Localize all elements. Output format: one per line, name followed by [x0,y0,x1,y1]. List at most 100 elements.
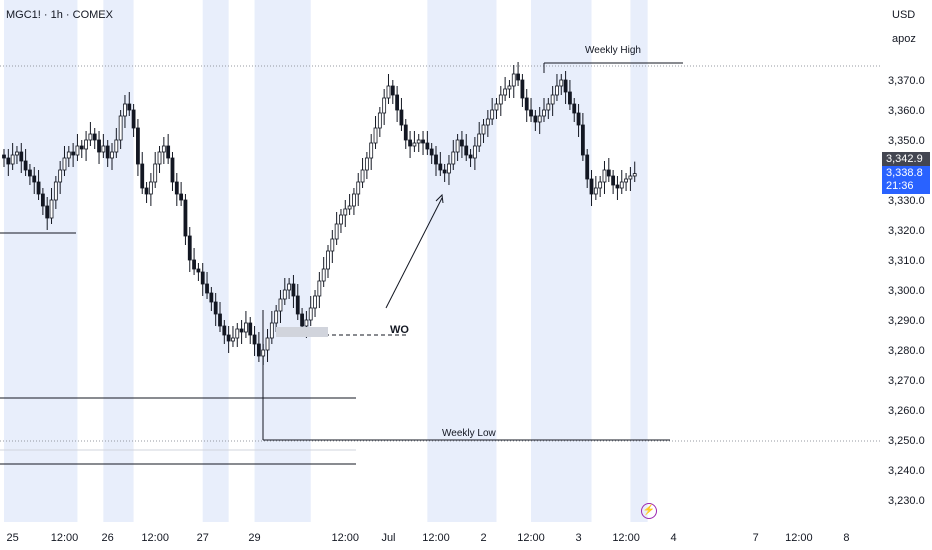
candle-body [615,184,620,189]
candle-body [19,151,24,162]
candle-body [235,328,240,339]
candle-body [166,145,171,159]
candle-body [92,133,97,141]
candle-body [386,85,391,99]
candle-body [434,154,438,165]
wo-zone [276,327,328,337]
candle-body [209,292,214,303]
candle-body [494,103,499,111]
candle-body [58,169,63,183]
x-tick-label: 12:00 [517,532,545,544]
candle-body [632,173,637,177]
candle-body [71,151,76,156]
candle-body [140,163,145,189]
candle-body [123,103,127,117]
currency-label[interactable]: USD [892,9,916,21]
candle-body [265,337,270,351]
candle-body [105,145,110,159]
y-tick-label: 3,350.0 [888,135,925,147]
candle-body [589,178,594,195]
candle-body [399,109,404,126]
candle-body [261,349,266,357]
y-tick-label: 3,310.0 [888,255,925,267]
symbol-title[interactable]: MGC1! · 1h · COMEX [6,9,113,21]
candle-body [619,181,624,189]
candle-body [464,145,469,156]
candle-body [477,133,482,147]
candle-body [278,298,283,312]
candle-body [438,163,443,171]
x-tick-label: 12:00 [612,532,640,544]
x-tick-label: 12:00 [332,532,360,544]
candle-body [364,157,369,171]
candle-body [136,127,140,165]
candle-body [248,322,253,336]
candle-body [218,313,222,327]
x-tick-label: 3 [575,532,581,544]
candlesticks [2,62,637,365]
candle-body [347,205,352,210]
candle-body [352,193,356,207]
candle-body [269,322,274,339]
candle-body [472,145,477,159]
candle-body [287,283,292,291]
x-tick-label: 7 [753,532,759,544]
x-tick-label: 12:00 [141,532,169,544]
x-tick-label: 29 [248,532,260,544]
candle-body [97,139,101,153]
time-axis[interactable]: 25 12:00 26 12:00 27 29 12:00 Jul 12:00 2 12:00 3 12… [7,532,850,544]
candle-body [503,88,508,96]
candle-body [356,181,361,195]
candle-body [606,169,611,177]
x-tick-label: 26 [102,532,114,544]
candle-body [213,301,218,315]
y-tick-label: 3,300.0 [888,285,925,297]
candle-body [28,169,32,177]
candle-body [88,133,93,141]
candle-body [442,169,447,174]
candle-body [161,145,166,153]
candle-body [244,322,248,333]
candle-body [187,235,192,261]
candle-body [300,313,304,327]
candle-body [559,79,564,87]
candle-body [555,85,559,96]
candle-body [593,187,598,195]
candle-body [369,142,374,159]
current-price-tag: 3,338.8 [882,166,930,181]
user-label: apoz [892,33,916,45]
candle-body [546,103,551,111]
candle-body [572,103,577,114]
session-band [4,0,78,522]
candle-body [490,109,495,120]
candle-body [79,145,84,150]
candle-body [274,310,279,324]
session-band [103,0,134,522]
candle-body [45,205,50,219]
candle-body [451,151,456,165]
x-tick-label: 8 [843,532,849,544]
candle-body [256,343,261,357]
candle-body [511,73,516,87]
candle-body [524,97,529,111]
session-band [202,0,229,522]
flash-icon[interactable]: ⚡ [641,503,657,519]
candle-body [127,103,132,111]
price-axis[interactable]: 3,230.0 3,240.0 3,250.0 3,260.0 3,270.0 3,280… [888,75,925,507]
chart-annotations: WO Weekly High Weekly Low [276,45,641,439]
candle-body [144,187,149,195]
candle-body [313,295,317,309]
session-band [254,0,311,522]
candle-body [110,151,114,159]
candle-body [304,319,309,327]
candle-body [425,142,430,150]
candle-body [295,295,300,315]
x-tick-label: 4 [671,532,677,544]
candle-body [360,169,365,183]
candle-body [179,193,184,201]
last-price-tag: 3,342.9 [882,152,930,167]
y-tick-label: 3,290.0 [888,315,925,327]
candle-body [330,238,335,252]
candle-body [131,109,136,129]
